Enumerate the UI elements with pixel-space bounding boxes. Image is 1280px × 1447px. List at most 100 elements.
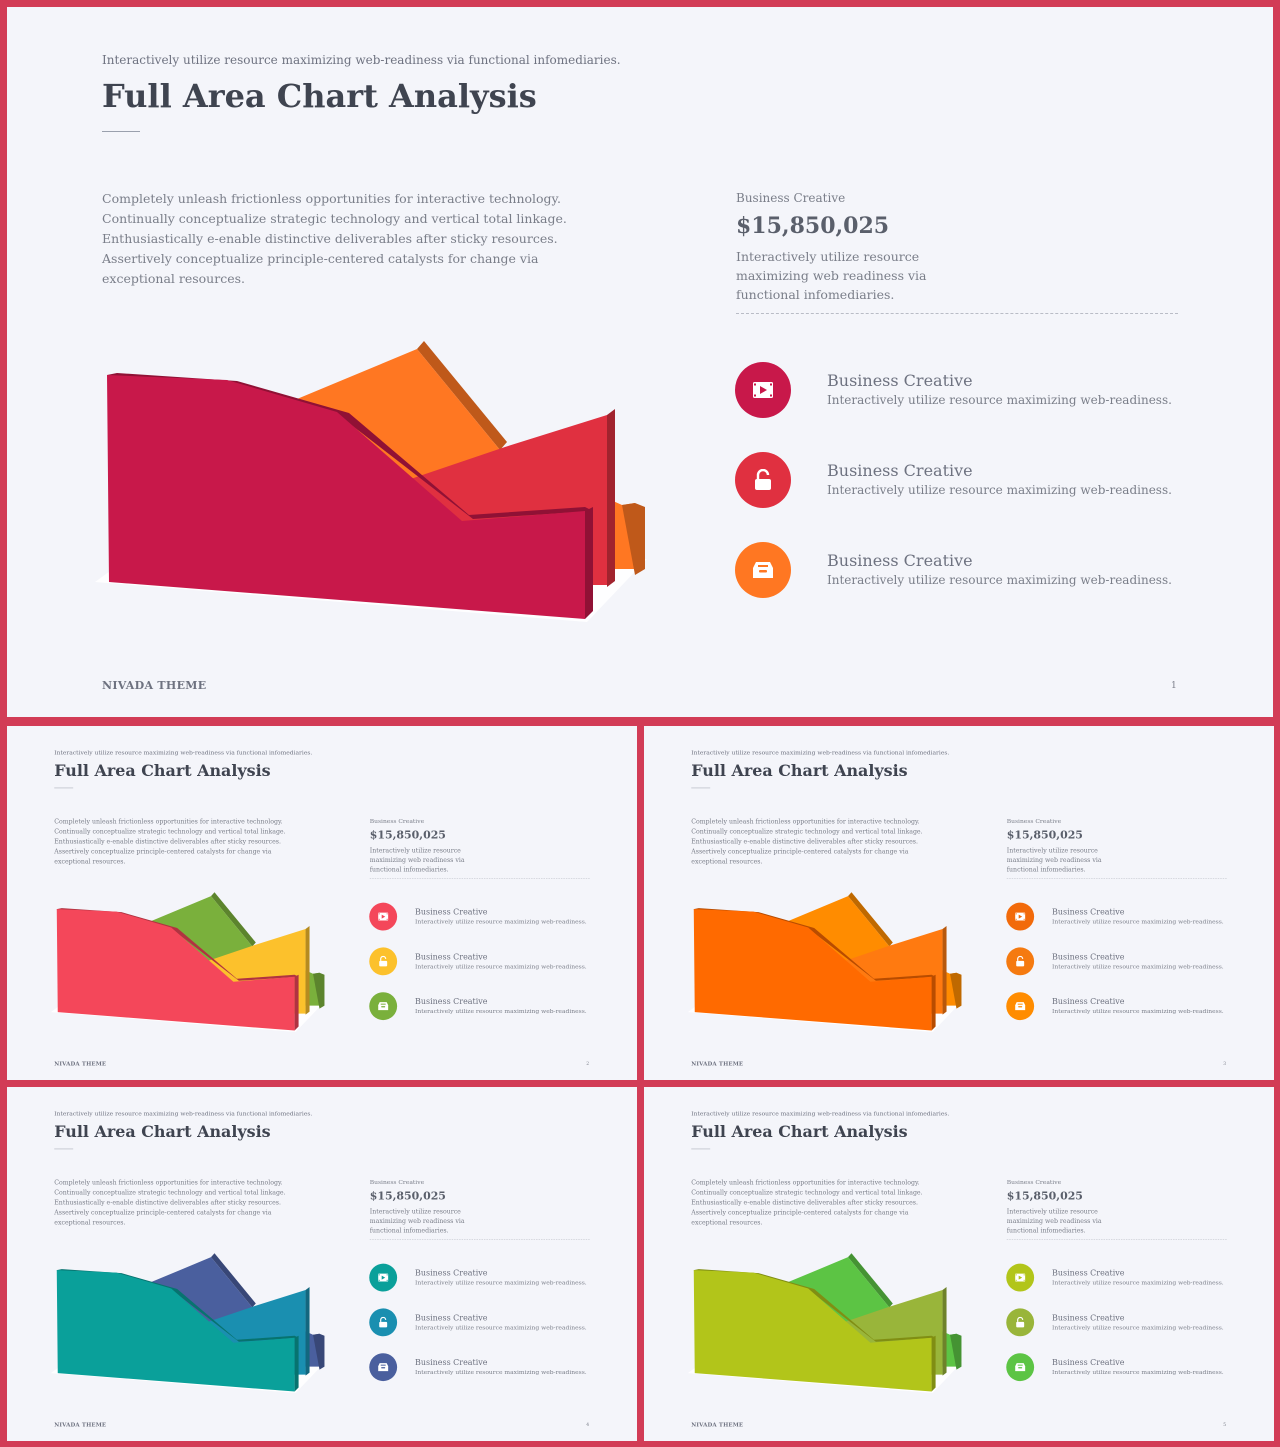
feature-description: Interactively utilize resource maximizin… (1052, 962, 1224, 970)
feature-title: Business Creative (827, 551, 973, 570)
feature-title: Business Creative (415, 907, 488, 917)
feature-item: Business Creative Interactively utilize … (1006, 1308, 1224, 1337)
slide-content: Interactively utilize resource maximizin… (644, 1087, 1274, 1440)
inbox-icon (369, 1353, 398, 1382)
unlock-icon (1006, 1308, 1035, 1337)
stat-description: Interactively utilize resource maximizin… (1006, 1207, 1102, 1234)
slide-content: Interactively utilize resource maximizin… (7, 7, 1273, 717)
front-area-edge (931, 1335, 936, 1392)
back-area-side (211, 1253, 256, 1308)
page-number: 2 (586, 1061, 590, 1067)
inbox-icon (735, 542, 791, 598)
3d-area-chart-graphic (95, 341, 647, 622)
back-area-side (848, 1253, 893, 1308)
front-area-edge (585, 507, 593, 619)
feature-description: Interactively utilize resource maximizin… (415, 1007, 587, 1015)
feature-description: Interactively utilize resource maximizin… (827, 393, 1172, 407)
stat-label: Business Creative (369, 817, 425, 825)
feature-description: Interactively utilize resource maximizin… (415, 962, 587, 970)
feature-title: Business Creative (1052, 951, 1125, 962)
body-paragraph: Completely unleash frictionless opportun… (54, 817, 286, 865)
slide-4[interactable]: Interactively utilize resource maximizin… (7, 1087, 637, 1441)
slide-2[interactable]: Interactively utilize resource maximizin… (7, 726, 637, 1080)
feature-description: Interactively utilize resource maximizin… (1052, 1368, 1224, 1376)
film-icon (1006, 902, 1035, 931)
feature-item: Business Creative Interactively utilize … (369, 1308, 587, 1337)
slide-content: Interactively utilize resource maximizin… (7, 1087, 637, 1440)
film-icon (735, 362, 791, 418)
feature-title: Business Creative (1052, 1268, 1125, 1278)
slide-content: Interactively utilize resource maximizin… (644, 726, 1274, 1079)
unlock-icon (735, 452, 791, 508)
3d-area-chart-graphic (687, 1253, 963, 1394)
back-area-side (211, 892, 256, 947)
mid-area-edge (305, 1287, 310, 1376)
stat-value: $15,850,025 (1006, 1189, 1083, 1203)
feature-title: Business Creative (1052, 1312, 1125, 1323)
front-area-edge (294, 1335, 299, 1392)
inbox-icon (1006, 1353, 1035, 1382)
feature-description: Interactively utilize resource maximizin… (415, 1368, 587, 1376)
unlock-icon (1006, 947, 1035, 976)
slide-content: Interactively utilize resource maximizin… (7, 726, 637, 1079)
stat-description: Interactively utilize resource maximizin… (736, 249, 927, 302)
stat-label: Business Creative (369, 1178, 425, 1186)
stat-description: Interactively utilize resource maximizin… (1006, 846, 1102, 873)
page-number: 1 (1171, 681, 1177, 691)
slide-5[interactable]: Interactively utilize resource maximizin… (644, 1087, 1274, 1441)
feature-title: Business Creative (415, 951, 488, 962)
feature-title: Business Creative (827, 371, 973, 390)
slide-subtitle: Interactively utilize resource maximizin… (691, 748, 950, 756)
feature-item: Business Creative Interactively utilize … (369, 992, 587, 1021)
stat-value: $15,850,025 (369, 828, 446, 842)
feature-title: Business Creative (415, 996, 488, 1007)
3d-area-chart-graphic (50, 892, 326, 1033)
film-icon (1006, 1263, 1035, 1292)
front-area (693, 909, 932, 1031)
feature-item: Business Creative Interactively utilize … (369, 1263, 587, 1293)
feature-description: Interactively utilize resource maximizin… (1052, 918, 1224, 926)
stat-value: $15,850,025 (736, 213, 890, 239)
title-divider (102, 131, 140, 132)
feature-item: Business Creative Interactively utilize … (369, 947, 587, 976)
stat-label: Business Creative (1006, 817, 1062, 825)
slide-1[interactable]: Interactively utilize resource maximizin… (7, 7, 1273, 717)
mid-area-edge (942, 926, 947, 1015)
footer-brand: NIVADA THEME (102, 679, 207, 692)
front-area-edge (931, 974, 936, 1031)
feature-item: Business Creative Interactively utilize … (735, 362, 1172, 420)
feature-title: Business Creative (415, 1357, 488, 1368)
feature-title: Business Creative (1052, 996, 1125, 1007)
stat-description: Interactively utilize resource maximizin… (369, 846, 465, 873)
body-paragraph: Completely unleash frictionless opportun… (691, 1178, 923, 1226)
feature-description: Interactively utilize resource maximizin… (827, 573, 1172, 587)
stat-value: $15,850,025 (369, 1189, 446, 1203)
slide-subtitle: Interactively utilize resource maximizin… (54, 748, 313, 756)
feature-item: Business Creative Interactively utilize … (1006, 947, 1224, 976)
unlock-icon (369, 947, 398, 976)
film-icon (369, 1263, 398, 1292)
back-area-edge (313, 972, 325, 1009)
front-area-edge (294, 974, 299, 1031)
feature-description: Interactively utilize resource maximizin… (1052, 1279, 1224, 1287)
stat-description: Interactively utilize resource maximizin… (369, 1207, 465, 1234)
back-area-side (848, 892, 893, 947)
feature-item: Business Creative Interactively utilize … (369, 902, 587, 932)
slide-subtitle: Interactively utilize resource maximizin… (102, 53, 621, 67)
slide-title: Full Area Chart Analysis (54, 760, 271, 780)
feature-description: Interactively utilize resource maximizin… (415, 1279, 587, 1287)
feature-description: Interactively utilize resource maximizin… (827, 483, 1172, 497)
feature-title: Business Creative (1052, 1357, 1125, 1368)
front-area (693, 1270, 932, 1392)
3d-area-chart-graphic (50, 1253, 326, 1394)
back-area-edge (313, 1333, 325, 1370)
footer-brand: NIVADA THEME (54, 1421, 107, 1428)
stat-label: Business Creative (1006, 1178, 1062, 1186)
back-area-edge (950, 1333, 962, 1370)
slide-title: Full Area Chart Analysis (102, 77, 537, 115)
3d-area-chart-graphic (687, 892, 963, 1033)
footer-brand: NIVADA THEME (691, 1060, 744, 1067)
slide-subtitle: Interactively utilize resource maximizin… (691, 1109, 950, 1117)
slide-3[interactable]: Interactively utilize resource maximizin… (644, 726, 1274, 1080)
page-number: 4 (586, 1422, 590, 1428)
